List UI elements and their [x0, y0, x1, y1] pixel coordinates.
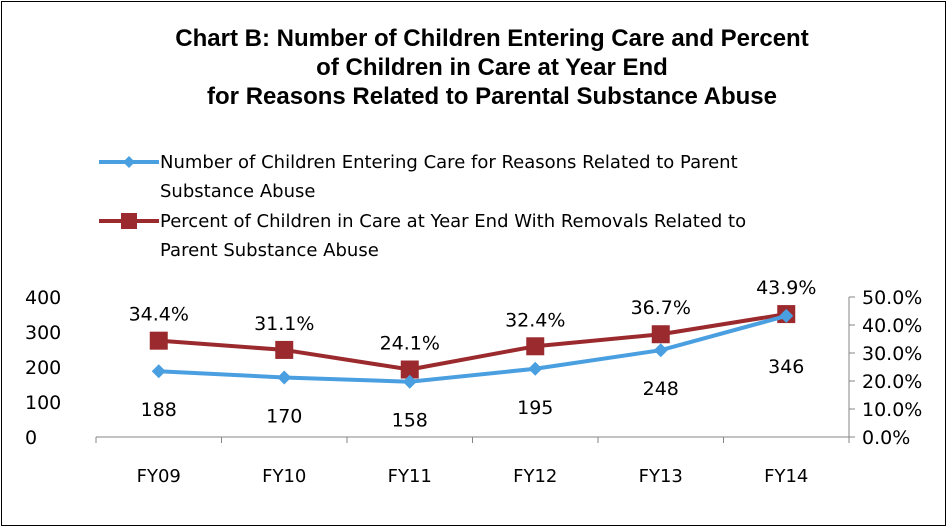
- series-1-data-label: 346: [768, 356, 804, 378]
- y-right-tick-label: 0.0%: [862, 427, 910, 449]
- y-left-tick-label: 400: [25, 287, 61, 309]
- series-1-data-label: 170: [266, 406, 302, 428]
- series-2-data-label: 31.1%: [254, 313, 314, 335]
- series-2-data-label: 43.9%: [756, 277, 816, 299]
- y-left-tick-label: 100: [25, 392, 61, 414]
- chart-title-line-2: of Children in Care at Year End: [316, 54, 668, 81]
- series-1-point: [277, 370, 292, 385]
- series-2-point: [526, 337, 545, 356]
- series-2-point: [275, 340, 294, 359]
- y-right-tick-label: 40.0%: [862, 315, 922, 337]
- x-tick-label: FY10: [262, 466, 306, 487]
- series-2-point: [651, 325, 670, 344]
- legend-label-series-1-line-1: Number of Children Entering Care for Rea…: [160, 152, 738, 173]
- x-tick-label: FY14: [764, 466, 808, 487]
- series-2-data-label: 24.1%: [380, 333, 440, 355]
- legend-label-series-2-line-2: Parent Substance Abuse: [160, 240, 379, 261]
- series-1-point: [779, 308, 794, 323]
- legend-marker-diamond-icon: [99, 156, 159, 168]
- series-1-data-label: 158: [392, 410, 428, 432]
- series-1-point: [402, 374, 417, 389]
- legend-label-series-1: Number of Children Entering Care for Rea…: [160, 148, 880, 206]
- series-1-line: [158, 313, 787, 384]
- series-1-point: [151, 364, 166, 379]
- series-2-line: [158, 312, 787, 372]
- series-2-data-label: 32.4%: [505, 309, 565, 331]
- x-tick-label: FY12: [513, 466, 557, 487]
- y-right-tick-label: 50.0%: [862, 287, 922, 309]
- x-tick-label: FY13: [639, 466, 683, 487]
- chart-title-line-1: Chart B: Number of Children Entering Car…: [175, 25, 809, 52]
- series-2-data-label: 36.7%: [631, 297, 691, 319]
- legend-marker-square-icon: [99, 213, 159, 229]
- chart-title: Chart B: Number of Children Entering Car…: [122, 24, 862, 111]
- y-left-tick-label: 200: [25, 357, 61, 379]
- legend-label-series-2: Percent of Children in Care at Year End …: [160, 207, 880, 265]
- y-right-tick-label: 30.0%: [862, 343, 922, 365]
- series-1-data-label: 195: [517, 397, 553, 419]
- series-1-point: [653, 343, 668, 358]
- y-right-tick-label: 20.0%: [862, 371, 922, 393]
- x-tick-label: FY11: [388, 466, 432, 487]
- y-right-tick-label: 10.0%: [862, 399, 922, 421]
- y-left-tick-label: 0: [25, 427, 37, 449]
- series-1-data-label: 248: [643, 378, 679, 400]
- series-2-point: [400, 360, 419, 379]
- legend-label-series-1-line-2: Substance Abuse: [160, 181, 316, 202]
- series-2-data-label: 34.4%: [129, 304, 189, 326]
- series-1-data-label: 188: [141, 399, 177, 421]
- y-left-tick-label: 300: [25, 322, 61, 344]
- series-2-point: [149, 331, 168, 350]
- legend-label-series-2-line-1: Percent of Children in Care at Year End …: [160, 211, 747, 232]
- chart-title-line-3: for Reasons Related to Parental Substanc…: [207, 83, 777, 110]
- series-1-point: [528, 361, 543, 376]
- x-tick-label: FY09: [137, 466, 181, 487]
